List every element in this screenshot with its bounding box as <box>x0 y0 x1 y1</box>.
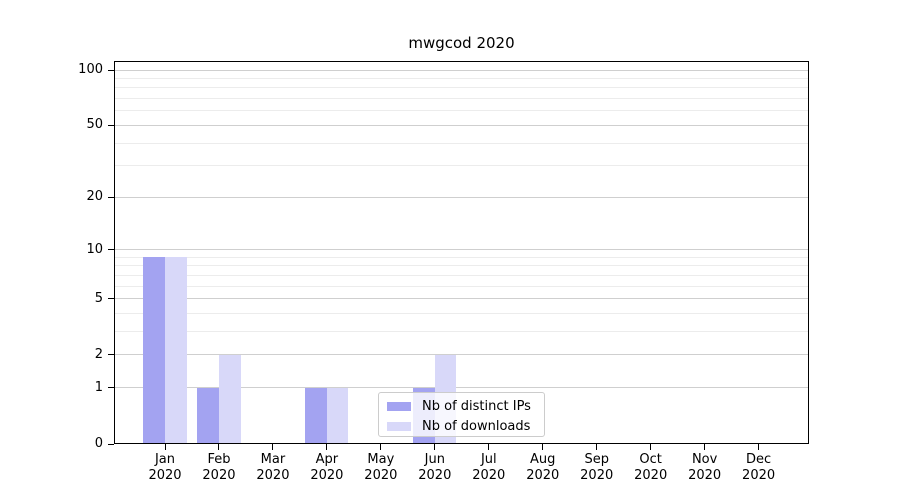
gridline-major-5 <box>114 298 809 300</box>
x-tick-mark-nov <box>704 444 706 450</box>
gridline-major-50 <box>114 124 809 126</box>
legend-entry-downloads: Nb of downloads <box>387 418 544 435</box>
x-tick-label-oct: Oct 2020 <box>634 452 668 483</box>
chart-title: mwgcod 2020 <box>408 34 515 52</box>
x-tick-label-apr: Apr 2020 <box>310 452 344 483</box>
gridline-major-100 <box>114 69 809 71</box>
y-tick-label-0: 0 <box>94 436 103 451</box>
gridline-minor-80 <box>114 87 809 89</box>
x-tick-mark-apr <box>326 444 328 450</box>
y-tick-mark-2 <box>108 354 114 356</box>
x-tick-label-jul: Jul 2020 <box>472 452 506 483</box>
legend: Nb of distinct IPs Nb of downloads <box>378 392 545 437</box>
y-tick-mark-20 <box>108 196 114 198</box>
y-tick-label-50: 50 <box>86 117 103 133</box>
gridline-major-10 <box>114 249 809 251</box>
y-tick-mark-5 <box>108 298 114 300</box>
x-tick-label-aug: Aug 2020 <box>526 452 560 483</box>
x-tick-label-jan: Jan 2020 <box>148 452 182 483</box>
bar-distinct-ips-feb <box>197 387 219 444</box>
gridline-minor-6 <box>114 285 809 287</box>
y-tick-label-10: 10 <box>86 241 103 257</box>
x-tick-mark-aug <box>542 444 544 450</box>
y-tick-mark-10 <box>108 249 114 251</box>
bar-downloads-jan <box>165 257 187 444</box>
y-tick-mark-100 <box>108 69 114 71</box>
y-tick-label-20: 20 <box>86 189 103 205</box>
y-tick-label-1: 1 <box>94 379 103 395</box>
x-tick-label-sep: Sep 2020 <box>580 452 614 483</box>
y-tick-label-100: 100 <box>78 62 103 77</box>
x-tick-mark-jul <box>488 444 490 450</box>
x-tick-label-mar: Mar 2020 <box>256 452 290 483</box>
bar-downloads-apr <box>326 387 349 444</box>
bar-distinct-ips-jan <box>143 257 165 444</box>
x-tick-mark-jun <box>434 444 436 450</box>
x-tick-label-nov: Nov 2020 <box>688 452 722 483</box>
bar-distinct-ips-apr <box>305 387 327 444</box>
x-tick-label-jun: Jun 2020 <box>418 452 452 483</box>
y-tick-label-5: 5 <box>94 290 103 306</box>
legend-entry-distinct-ips: Nb of distinct IPs <box>387 398 544 415</box>
gridline-minor-30 <box>114 165 809 167</box>
gridline-minor-90 <box>114 77 809 79</box>
gridline-minor-7 <box>114 274 809 276</box>
gridline-minor-8 <box>114 265 809 267</box>
x-tick-mark-dec <box>758 444 760 450</box>
x-tick-mark-mar <box>272 444 274 450</box>
x-tick-label-feb: Feb 2020 <box>202 452 236 483</box>
y-tick-label-2: 2 <box>94 346 103 362</box>
gridline-minor-4 <box>114 313 809 315</box>
gridline-minor-3 <box>114 331 809 333</box>
gridline-minor-40 <box>114 142 809 144</box>
gridline-minor-70 <box>114 98 809 100</box>
legend-label-distinct-ips: Nb of distinct IPs <box>422 399 531 414</box>
x-tick-label-may: May 2020 <box>364 452 398 483</box>
y-tick-mark-0 <box>108 443 114 445</box>
legend-swatch-downloads <box>387 422 411 431</box>
legend-label-downloads: Nb of downloads <box>422 419 531 434</box>
x-tick-mark-may <box>380 444 382 450</box>
gridline-major-20 <box>114 196 809 198</box>
x-tick-mark-sep <box>596 444 598 450</box>
gridline-major-1 <box>114 387 809 389</box>
gridline-major-2 <box>114 354 809 356</box>
x-tick-mark-feb <box>218 444 220 450</box>
x-tick-mark-jan <box>164 444 166 450</box>
y-tick-mark-50 <box>108 124 114 126</box>
gridline-minor-9 <box>114 256 809 258</box>
bar-downloads-feb <box>218 354 241 444</box>
gridline-minor-60 <box>114 110 809 112</box>
y-tick-mark-1 <box>108 387 114 389</box>
x-tick-mark-oct <box>650 444 652 450</box>
x-tick-label-dec: Dec 2020 <box>742 452 776 483</box>
legend-swatch-distinct-ips <box>387 402 411 411</box>
